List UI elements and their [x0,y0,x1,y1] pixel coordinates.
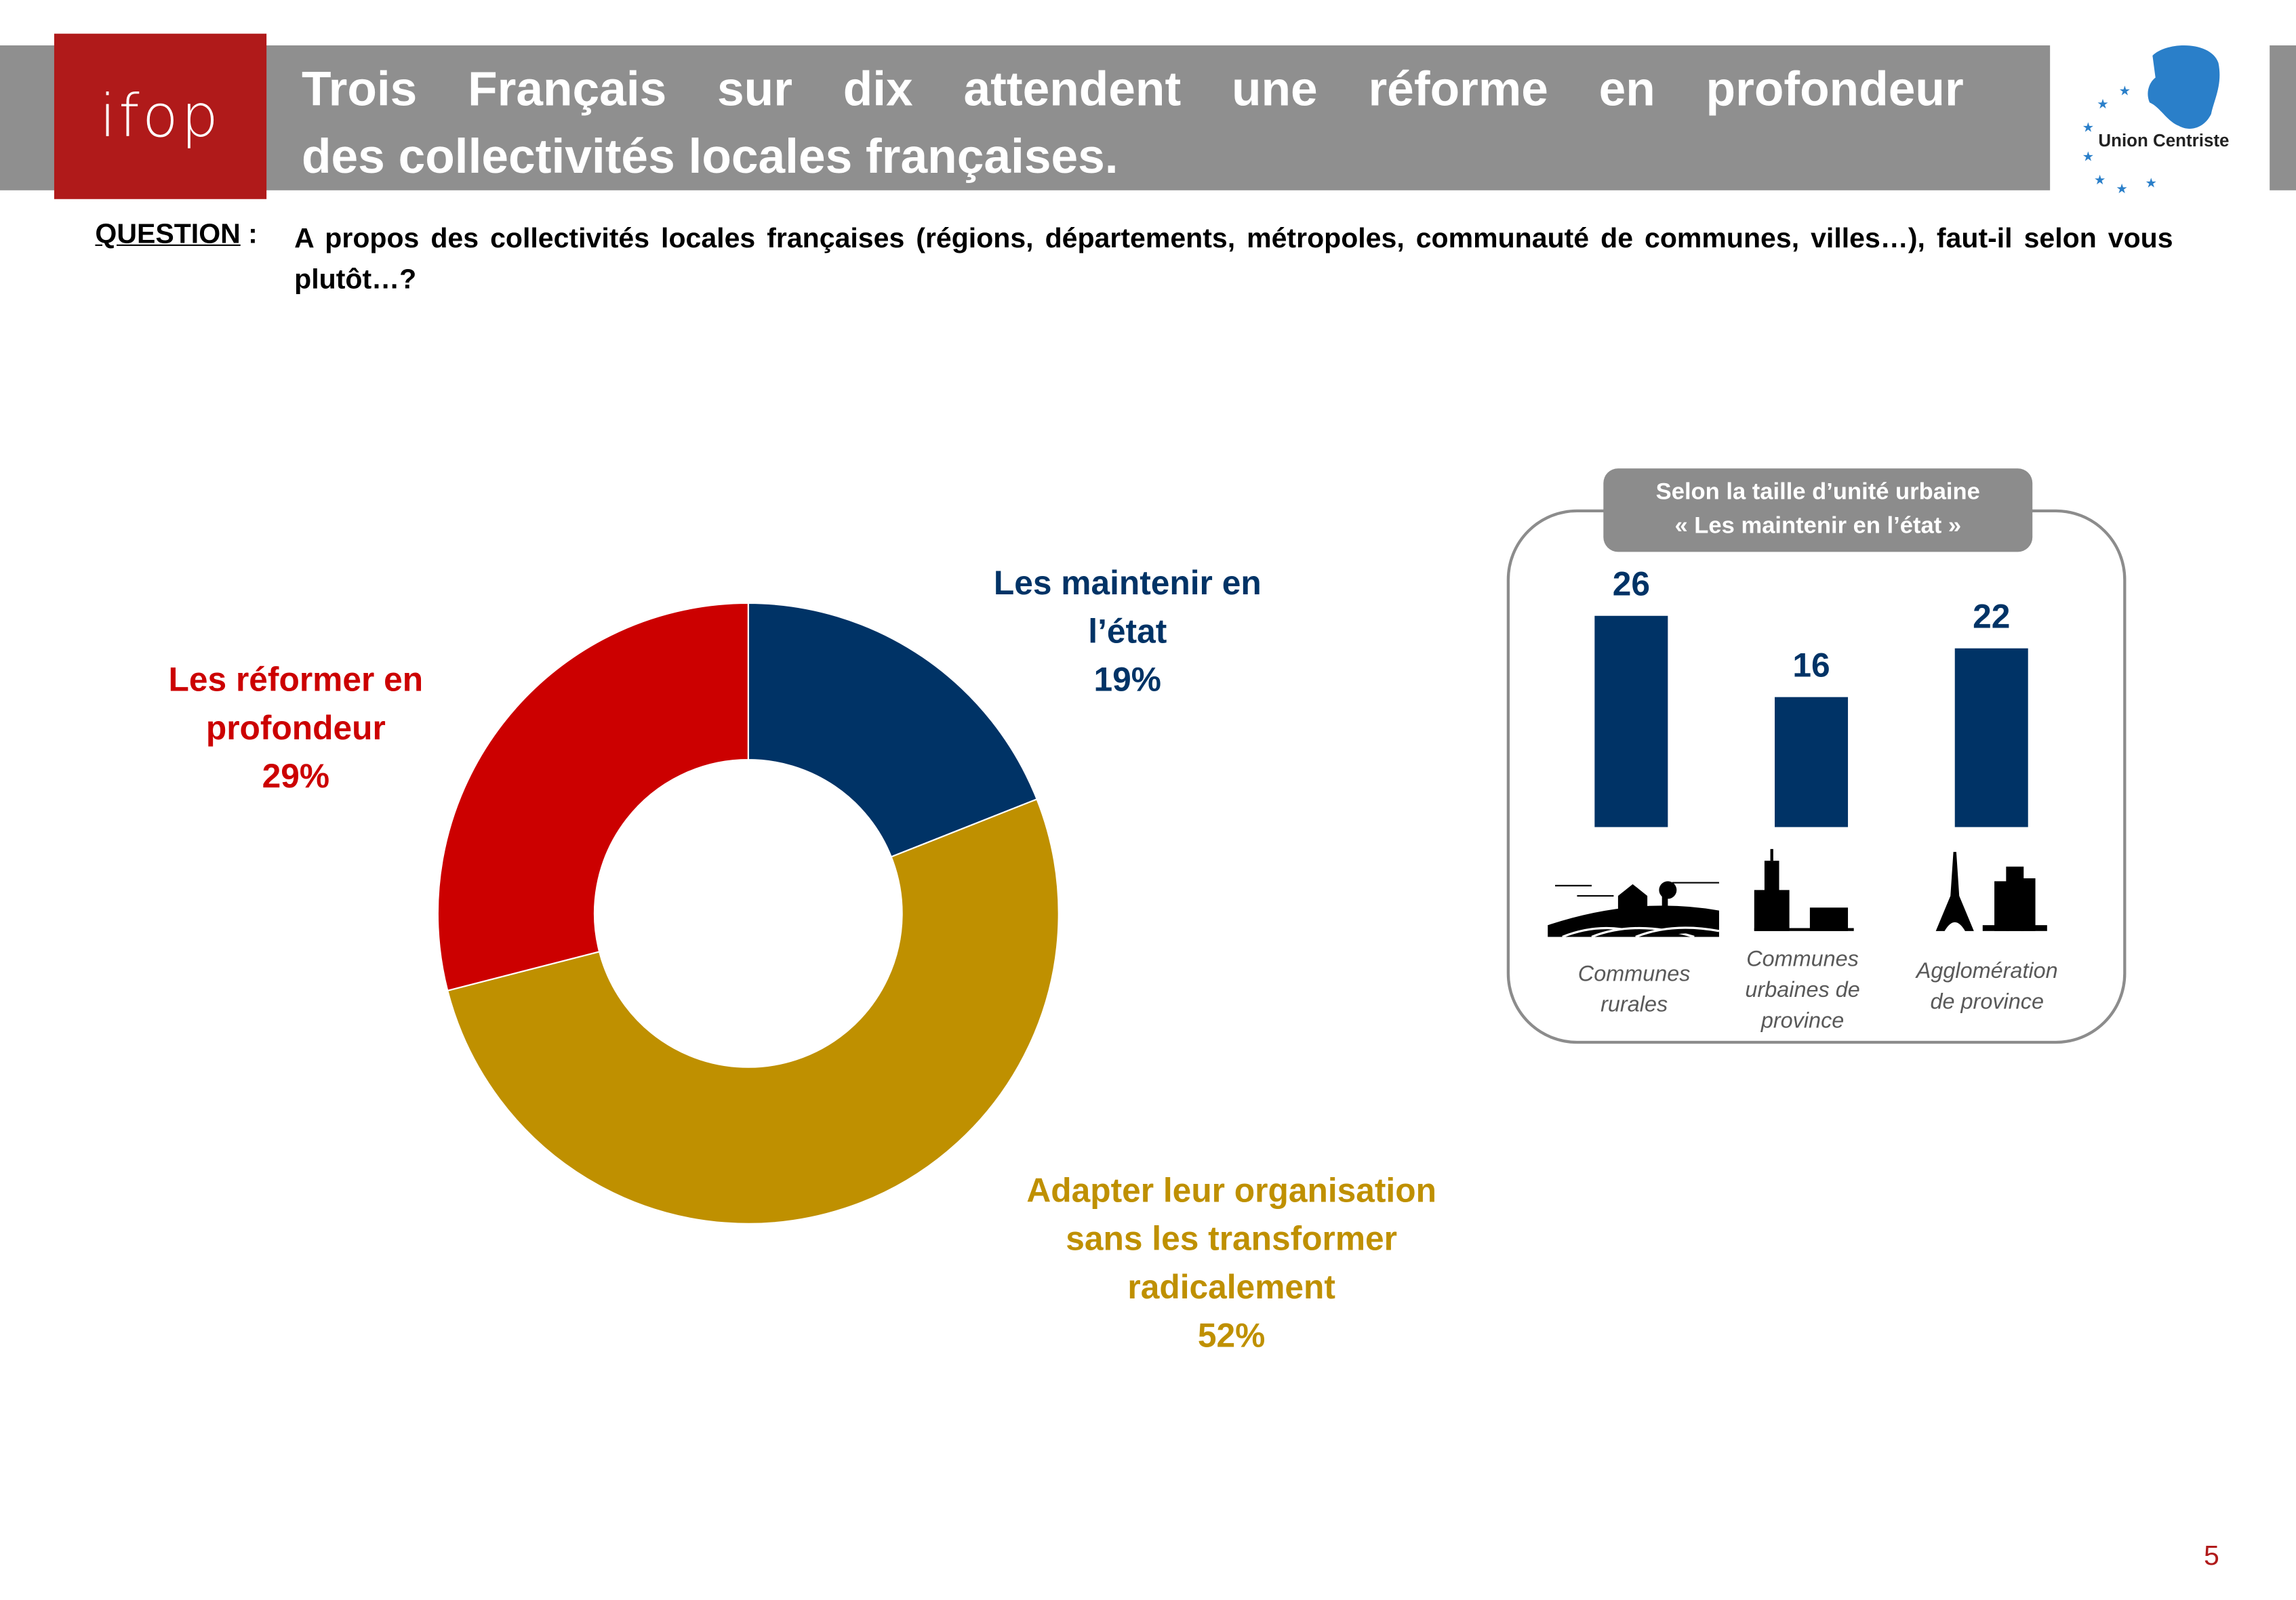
category-label-rurales: Communes rurales [1577,962,1691,1018]
header-band [0,45,2051,190]
category-label-urbaines: Communes urbaines de province [1745,947,1860,1034]
slice-reformer [437,602,749,992]
category-label-agglomeration: Agglomération de province [1916,958,2058,1014]
svg-text:★: ★ [2082,150,2094,165]
slice-maintenir [747,602,1038,858]
svg-text:★: ★ [2094,173,2106,188]
ifop-logo: ifop [54,33,267,199]
question-label: QUESTION : [95,220,258,251]
slice-adapter [446,798,1060,1225]
question-text: A propos des collectivités locales franç… [294,224,2173,296]
bar [1594,615,1668,827]
bar [1775,697,1849,827]
union-centriste-logo: ★★★★★★ ★ [2082,45,2220,194]
label-adapter: Adapter leur organisation sans les transf… [1026,1171,1436,1355]
svg-text:★: ★ [2146,176,2157,190]
union-centriste-label: Union Centriste [2098,130,2230,151]
label-reformer: Les réformer en profondeur 29% [168,660,424,795]
urban-unit-panel-title: Selon la taille d’unité urbaine « Les mai… [1603,468,2033,552]
title-line-1: Trois Français sur dix attendent une réf… [301,61,1964,116]
bar-value-label: 26 [1613,565,1650,603]
page-title: Trois Français sur dix attendent une réf… [302,56,1964,190]
bar [1954,648,2028,827]
bar-value-label: 16 [1792,646,1830,684]
eiffel-tower-city-icon [1935,852,2047,931]
svg-text:★: ★ [2097,97,2108,112]
title-line-2: des collectivités locales françaises. [301,129,1119,184]
bar-value-label: 22 [1973,597,2010,635]
svg-text:★: ★ [2082,120,2094,135]
label-maintenir: Les maintenir en l’état 19% [993,563,1262,699]
page-number: 5 [2203,1541,2219,1572]
church-village-icon [1754,848,1854,931]
svg-text:★: ★ [2119,83,2131,98]
countryside-icon [1548,881,1720,939]
header-band-end [2270,45,2296,190]
svg-text:★: ★ [2116,182,2127,194]
